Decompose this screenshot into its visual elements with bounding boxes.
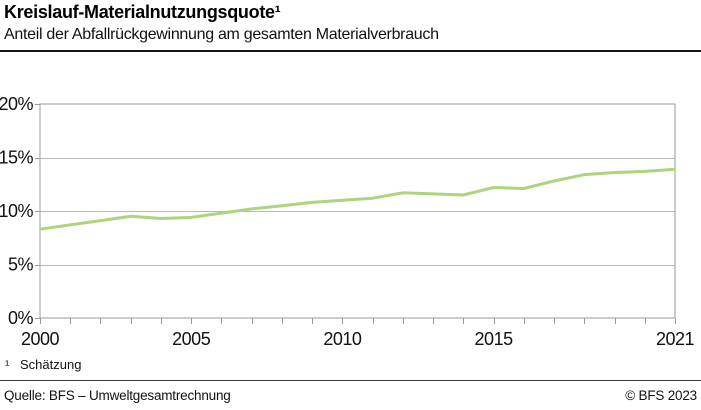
y-axis-label: 10%	[0, 201, 33, 221]
y-axis-label: 5%	[8, 255, 34, 275]
line-chart: 0% 5% 10% 15% 20% 2000 2005 2010 2015 2021	[0, 94, 695, 349]
y-axis-label: 0%	[8, 308, 34, 328]
x-axis-label: 2005	[172, 329, 211, 349]
data-series-line	[39, 167, 676, 231]
copyright-text: © BFS 2023	[625, 388, 697, 403]
x-axis-label: 2000	[21, 329, 60, 349]
footnote: ¹ Schätzung	[5, 357, 81, 372]
header-divider	[0, 50, 701, 52]
page-title: Kreislauf-Materialnutzungsquote¹	[4, 2, 281, 22]
footnote-text: Schätzung	[20, 357, 82, 372]
x-axis-label: 2010	[323, 329, 362, 349]
source-text: Quelle: BFS – Umweltgesamtrechnung	[4, 388, 231, 403]
footnote-marker: ¹	[5, 357, 10, 372]
page-subtitle: Anteil der Abfallrückgewinnung am gesamt…	[4, 26, 439, 43]
y-axis-label: 20%	[0, 94, 33, 114]
x-axis-label: 2015	[475, 329, 514, 349]
x-axis-label: 2021	[656, 329, 695, 349]
footer-divider	[0, 380, 701, 381]
y-axis-label: 15%	[0, 148, 33, 168]
footer: Quelle: BFS – Umweltgesamtrechnung © BFS…	[4, 388, 697, 403]
